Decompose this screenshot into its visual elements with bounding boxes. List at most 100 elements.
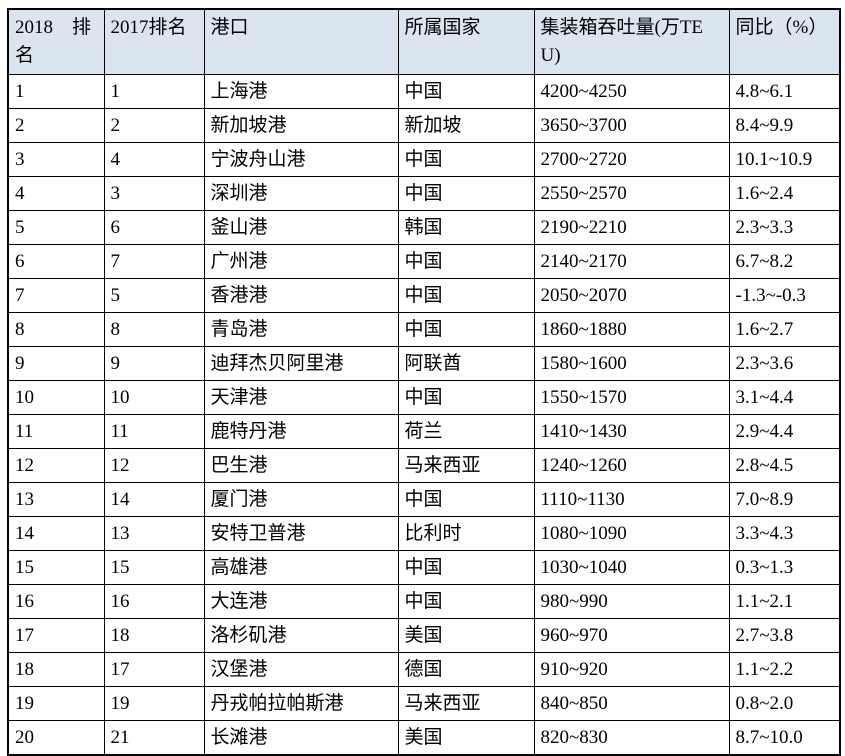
cell-country: 中国 xyxy=(397,74,535,109)
cell-throughput: 2050~2070 xyxy=(533,278,730,313)
table-row: 16 16 大连港 中国 980~990 1.1~2.1 xyxy=(7,584,841,619)
cell-port: 巴生港 xyxy=(203,448,399,483)
cell-throughput: 2700~2720 xyxy=(533,142,730,177)
cell-throughput: 1860~1880 xyxy=(533,312,730,347)
cell-country: 中国 xyxy=(397,380,535,415)
cell-country: 马来西亚 xyxy=(397,448,535,483)
cell-port: 新加坡港 xyxy=(203,108,399,143)
column-header-throughput: 集装箱吞吐量(万TEU) xyxy=(533,8,730,75)
cell-rank-2018: 20 xyxy=(7,720,105,756)
cell-throughput: 960~970 xyxy=(533,618,730,653)
table-row: 11 11 鹿特丹港 荷兰 1410~1430 2.9~4.4 xyxy=(7,414,841,449)
cell-throughput: 910~920 xyxy=(533,652,730,687)
cell-throughput: 980~990 xyxy=(533,584,730,619)
cell-rank-2018: 19 xyxy=(7,686,105,721)
cell-yoy: 2.3~3.3 xyxy=(728,210,841,245)
cell-throughput: 1410~1430 xyxy=(533,414,730,449)
table-row: 2 2 新加坡港 新加坡 3650~3700 8.4~9.9 xyxy=(7,108,841,143)
cell-yoy: 4.8~6.1 xyxy=(728,74,841,109)
cell-rank-2017: 11 xyxy=(103,414,205,449)
column-header-yoy: 同比（%） xyxy=(728,8,841,75)
cell-rank-2017: 9 xyxy=(103,346,205,381)
table-row: 13 14 厦门港 中国 1110~1130 7.0~8.9 xyxy=(7,482,841,517)
cell-throughput: 1030~1040 xyxy=(533,550,730,585)
cell-rank-2017: 21 xyxy=(103,720,205,756)
cell-rank-2018: 12 xyxy=(7,448,105,483)
cell-rank-2017: 17 xyxy=(103,652,205,687)
cell-rank-2018: 6 xyxy=(7,244,105,279)
cell-rank-2017: 8 xyxy=(103,312,205,347)
cell-rank-2017: 2 xyxy=(103,108,205,143)
cell-rank-2017: 7 xyxy=(103,244,205,279)
table-row: 8 8 青岛港 中国 1860~1880 1.6~2.7 xyxy=(7,312,841,347)
cell-country: 阿联酋 xyxy=(397,346,535,381)
cell-yoy: 2.8~4.5 xyxy=(728,448,841,483)
cell-port: 深圳港 xyxy=(203,176,399,211)
cell-rank-2018: 7 xyxy=(7,278,105,313)
cell-throughput: 4200~4250 xyxy=(533,74,730,109)
cell-port: 安特卫普港 xyxy=(203,516,399,551)
cell-rank-2018: 16 xyxy=(7,584,105,619)
table-row: 4 3 深圳港 中国 2550~2570 1.6~2.4 xyxy=(7,176,841,211)
table-row: 18 17 汉堡港 德国 910~920 1.1~2.2 xyxy=(7,652,841,687)
cell-country: 中国 xyxy=(397,176,535,211)
table-row: 10 10 天津港 中国 1550~1570 3.1~4.4 xyxy=(7,380,841,415)
cell-yoy: 6.7~8.2 xyxy=(728,244,841,279)
table-row: 19 19 丹戎帕拉帕斯港 马来西亚 840~850 0.8~2.0 xyxy=(7,686,841,721)
table-row: 1 1 上海港 中国 4200~4250 4.8~6.1 xyxy=(7,74,841,109)
cell-rank-2017: 14 xyxy=(103,482,205,517)
cell-throughput: 3650~3700 xyxy=(533,108,730,143)
cell-port: 广州港 xyxy=(203,244,399,279)
table-row: 7 5 香港港 中国 2050~2070 -1.3~-0.3 xyxy=(7,278,841,313)
column-header-port: 港口 xyxy=(203,8,399,75)
cell-port: 高雄港 xyxy=(203,550,399,585)
cell-country: 中国 xyxy=(397,584,535,619)
cell-throughput: 1580~1600 xyxy=(533,346,730,381)
cell-yoy: 2.7~3.8 xyxy=(728,618,841,653)
cell-country: 韩国 xyxy=(397,210,535,245)
column-header-label: 2018 排名 xyxy=(15,17,91,66)
cell-yoy: 10.1~10.9 xyxy=(728,142,841,177)
cell-rank-2018: 13 xyxy=(7,482,105,517)
cell-rank-2018: 3 xyxy=(7,142,105,177)
cell-rank-2017: 4 xyxy=(103,142,205,177)
column-header-rank-2017: 2017排名 xyxy=(103,8,205,75)
column-header-label: 港口 xyxy=(210,17,249,38)
cell-throughput: 1550~1570 xyxy=(533,380,730,415)
cell-rank-2018: 17 xyxy=(7,618,105,653)
cell-throughput: 2140~2170 xyxy=(533,244,730,279)
cell-yoy: 3.1~4.4 xyxy=(728,380,841,415)
cell-rank-2017: 16 xyxy=(103,584,205,619)
cell-port: 洛杉矶港 xyxy=(203,618,399,653)
cell-yoy: 7.0~8.9 xyxy=(728,482,841,517)
cell-yoy: 0.8~2.0 xyxy=(728,686,841,721)
table-row: 17 18 洛杉矶港 美国 960~970 2.7~3.8 xyxy=(7,618,841,653)
cell-rank-2017: 5 xyxy=(103,278,205,313)
cell-country: 美国 xyxy=(397,720,535,756)
cell-port: 上海港 xyxy=(203,74,399,109)
column-header-country: 所属国家 xyxy=(397,8,535,75)
cell-rank-2018: 18 xyxy=(7,652,105,687)
column-header-label: 同比（%） xyxy=(735,17,828,38)
cell-rank-2018: 1 xyxy=(7,74,105,109)
cell-rank-2017: 18 xyxy=(103,618,205,653)
cell-country: 中国 xyxy=(397,312,535,347)
cell-throughput: 1110~1130 xyxy=(533,482,730,517)
cell-rank-2017: 6 xyxy=(103,210,205,245)
cell-rank-2017: 12 xyxy=(103,448,205,483)
cell-country: 比利时 xyxy=(397,516,535,551)
cell-yoy: -1.3~-0.3 xyxy=(728,278,841,313)
cell-port: 天津港 xyxy=(203,380,399,415)
cell-country: 新加坡 xyxy=(397,108,535,143)
cell-country: 马来西亚 xyxy=(397,686,535,721)
column-header-label: 2017排名 xyxy=(110,17,187,38)
cell-port: 汉堡港 xyxy=(203,652,399,687)
table-row: 5 6 釜山港 韩国 2190~2210 2.3~3.3 xyxy=(7,210,841,245)
cell-yoy: 2.3~3.6 xyxy=(728,346,841,381)
cell-rank-2018: 9 xyxy=(7,346,105,381)
cell-country: 中国 xyxy=(397,142,535,177)
cell-port: 釜山港 xyxy=(203,210,399,245)
cell-port: 鹿特丹港 xyxy=(203,414,399,449)
